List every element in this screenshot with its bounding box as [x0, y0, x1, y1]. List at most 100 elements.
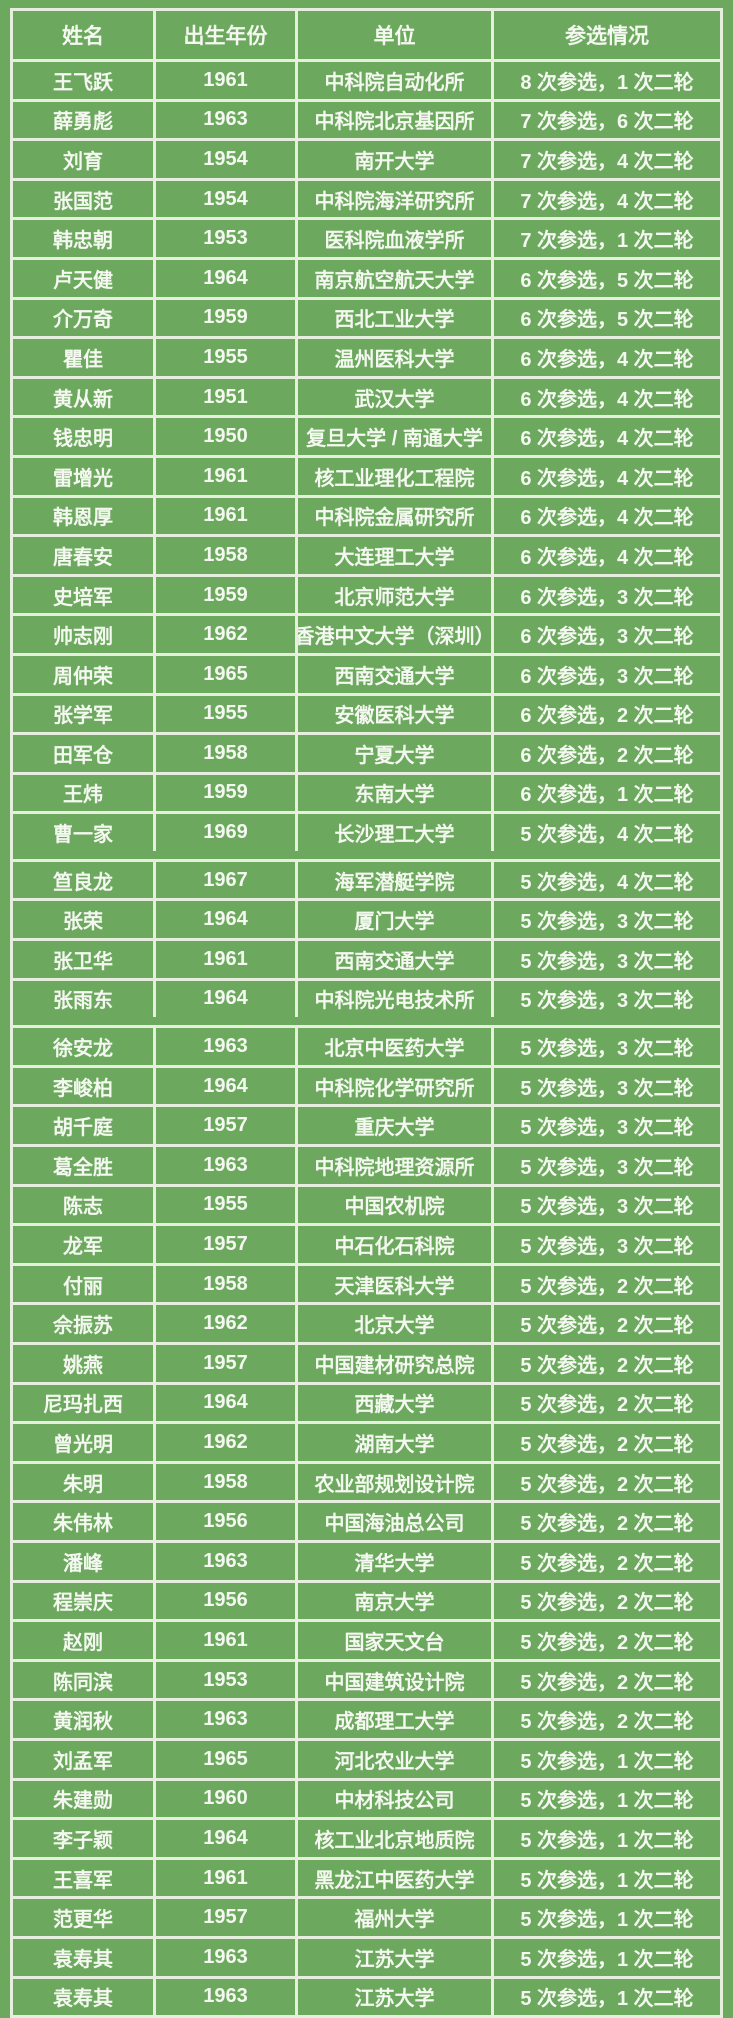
cell-year: 1956 — [153, 1582, 295, 1620]
cell-status: 6 次参选，3 次二轮 — [491, 655, 720, 693]
table-row: 唐春安 1958 大连理工大学 6 次参选，4 次二轮 — [13, 534, 720, 574]
cell-name: 范更华 — [53, 1909, 113, 1932]
cell-year: 1967 — [153, 861, 295, 899]
cell-unit: 厦门大学 — [295, 901, 491, 939]
cell-unit: 中国建材研究总院 — [295, 1345, 491, 1382]
table-row: 帅志刚 1962 香港中文大学（深圳） 6 次参选，3 次二轮 — [13, 613, 720, 653]
column-header-birth-year: 出生年份 — [153, 11, 295, 59]
table-row: 韩忠朝 1953 医科院血液学所 7 次参选，1 次二轮 — [13, 217, 720, 257]
cell-status: 5 次参选，2 次二轮 — [491, 1542, 720, 1580]
table-row: 曾光明 1962 湖南大学 5 次参选，2 次二轮 — [13, 1421, 720, 1461]
cell-name: 王喜军 — [53, 1869, 113, 1892]
table-row: 龙军 1957 中石化石科院 5 次参选，3 次二轮 — [13, 1223, 720, 1263]
cell-name: 张荣 — [63, 911, 103, 934]
table-row: 曹一家 1969 长沙理工大学 5 次参选，4 次二轮 — [13, 811, 720, 851]
cell-unit: 清华大学 — [295, 1542, 491, 1580]
cell-status: 5 次参选，3 次二轮 — [491, 980, 720, 1018]
cell-unit: 江苏大学 — [295, 1938, 491, 1976]
cell-name: 薛勇彪 — [53, 111, 113, 134]
cell-year: 1965 — [153, 655, 295, 693]
table-row: 佘振苏 1962 北京大学 5 次参选，2 次二轮 — [13, 1302, 720, 1342]
cell-year: 1950 — [153, 418, 295, 455]
table-row: 周仲荣 1965 西南交通大学 6 次参选，3 次二轮 — [13, 652, 720, 693]
table-row: 徐安龙 1963 北京中医药大学 5 次参选，3 次二轮 — [13, 1025, 720, 1065]
cell-year: 1961 — [153, 1859, 295, 1897]
cell-status: 7 次参选，6 次二轮 — [491, 101, 720, 139]
table-row: 胡千庭 1957 重庆大学 5 次参选，3 次二轮 — [13, 1104, 720, 1145]
cell-year: 1957 — [153, 1899, 295, 1936]
cell-name: 刘育 — [63, 150, 103, 173]
cell-unit: 中国农机院 — [295, 1186, 491, 1224]
cell-name: 卢天健 — [53, 269, 113, 292]
table-row: 王喜军 1961 黑龙江中医药大学 5 次参选，1 次二轮 — [13, 1856, 720, 1897]
cell-unit: 温州医科大学 — [295, 339, 491, 376]
cell-name: 赵刚 — [63, 1631, 103, 1654]
cell-unit: 核工业理化工程院 — [295, 457, 491, 495]
cell-year: 1955 — [153, 1186, 295, 1224]
table-row: 朱明 1958 农业部规划设计院 5 次参选，2 次二轮 — [13, 1460, 720, 1501]
cell-name: 曾光明 — [53, 1433, 113, 1456]
cell-unit: 长沙理工大学 — [295, 814, 491, 851]
cell-unit: 北京师范大学 — [295, 576, 491, 614]
table-row: 瞿佳 1955 温州医科大学 6 次参选，4 次二轮 — [13, 336, 720, 376]
table-row: 张国范 1954 中科院海洋研究所 7 次参选，4 次二轮 — [13, 177, 720, 218]
cell-name: 韩忠朝 — [53, 230, 113, 253]
table-row: 朱建勋 1960 中材科技公司 5 次参选，1 次二轮 — [13, 1777, 720, 1818]
cell-unit: 国家天文台 — [295, 1622, 491, 1659]
cell-unit: 核工业北京地质院 — [295, 1820, 491, 1857]
cell-year: 1961 — [153, 62, 295, 99]
cell-status: 6 次参选，4 次二轮 — [491, 537, 720, 574]
table-row: 笪良龙 1967 海军潜艇学院 5 次参选，4 次二轮 — [13, 858, 720, 899]
column-header-selection-status: 参选情况 — [491, 11, 720, 59]
cell-status: 5 次参选，3 次二轮 — [491, 1107, 720, 1145]
cell-status: 5 次参选，2 次二轮 — [491, 1661, 720, 1699]
cell-unit: 中国建筑设计院 — [295, 1661, 491, 1699]
cell-name: 朱明 — [63, 1473, 103, 1496]
candidates-table: 姓名 出生年份 单位 参选情况 王飞跃 1961 中科院自动化所 8 次参选，1… — [10, 8, 723, 2018]
cell-unit: 河北农业大学 — [295, 1740, 491, 1778]
cell-status: 5 次参选，3 次二轮 — [491, 1028, 720, 1065]
cell-status: 6 次参选，2 次二轮 — [491, 735, 720, 772]
table-row: 雷增光 1961 核工业理化工程院 6 次参选，4 次二轮 — [13, 454, 720, 495]
cell-status: 5 次参选，3 次二轮 — [491, 1226, 720, 1263]
cell-year: 1951 — [153, 378, 295, 416]
cell-name: 田军仓 — [53, 744, 113, 767]
cell-year: 1958 — [153, 537, 295, 574]
cell-year: 1964 — [153, 901, 295, 939]
cell-unit: 中科院地理资源所 — [295, 1147, 491, 1184]
cell-status: 6 次参选，1 次二轮 — [491, 774, 720, 812]
cell-year: 1959 — [153, 299, 295, 337]
cell-name: 徐安龙 — [53, 1038, 113, 1061]
cell-name: 周仲荣 — [53, 665, 113, 688]
cell-unit: 西南交通大学 — [295, 941, 491, 978]
cell-year: 1961 — [153, 497, 295, 535]
cell-year: 1958 — [153, 1463, 295, 1501]
cell-year: 1962 — [153, 1305, 295, 1342]
cell-status: 6 次参选，3 次二轮 — [491, 576, 720, 614]
cell-unit: 成都理工大学 — [295, 1701, 491, 1738]
cell-status: 6 次参选，4 次二轮 — [491, 497, 720, 535]
table-row: 史培军 1959 北京师范大学 6 次参选，3 次二轮 — [13, 573, 720, 614]
cell-name: 张学军 — [53, 705, 113, 728]
table-row: 朱伟林 1956 中国海油总公司 5 次参选，2 次二轮 — [13, 1500, 720, 1540]
cell-year: 1964 — [153, 259, 295, 297]
table-row: 袁寿其 1963 江苏大学 5 次参选，1 次二轮 — [13, 1935, 720, 1976]
cell-year: 1964 — [153, 980, 295, 1018]
cell-name: 张雨东 — [53, 990, 113, 1013]
cell-name: 唐春安 — [53, 546, 113, 569]
cell-status: 6 次参选，4 次二轮 — [491, 457, 720, 495]
cell-unit: 中科院金属研究所 — [295, 497, 491, 535]
cell-year: 1959 — [153, 576, 295, 614]
cell-unit: 中科院海洋研究所 — [295, 180, 491, 218]
cell-status: 6 次参选，3 次二轮 — [491, 616, 720, 653]
table-row: 赵刚 1961 国家天文台 5 次参选，2 次二轮 — [13, 1619, 720, 1659]
cell-name: 曹一家 — [53, 824, 113, 847]
cell-name: 尼玛扎西 — [43, 1394, 123, 1417]
table-row: 张荣 1964 厦门大学 5 次参选，3 次二轮 — [13, 898, 720, 939]
cell-unit: 南开大学 — [295, 141, 491, 178]
cell-unit: 南京大学 — [295, 1582, 491, 1620]
cell-status: 5 次参选，1 次二轮 — [491, 1938, 720, 1976]
cell-name: 王炜 — [63, 784, 103, 807]
table-row: 范更华 1957 福州大学 5 次参选，1 次二轮 — [13, 1896, 720, 1936]
column-header-unit: 单位 — [295, 11, 491, 59]
